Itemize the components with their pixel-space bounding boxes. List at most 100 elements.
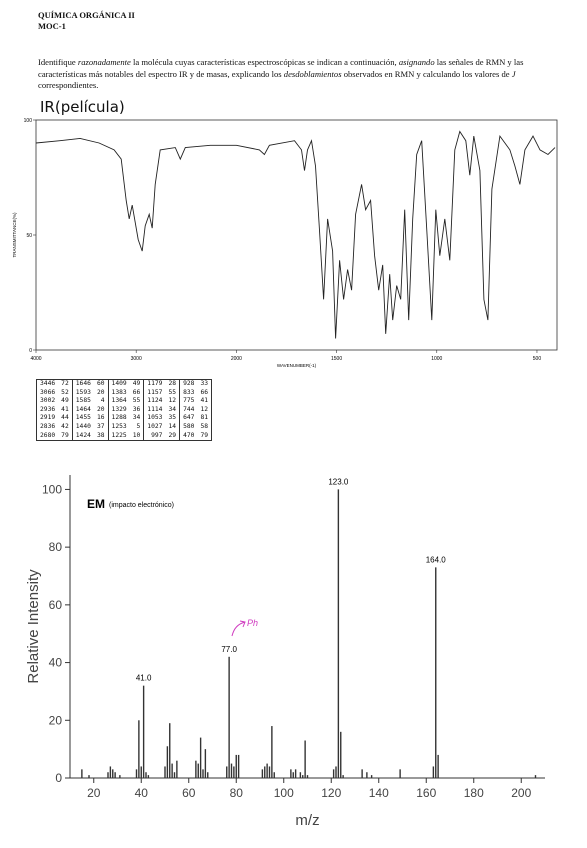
table-cell: 1383	[111, 388, 127, 396]
table-row: 2936 41 1464 20 1329 36 1114 34 744 12	[37, 405, 212, 415]
table-cell: 1646	[75, 380, 91, 387]
intro-text: Identifique	[38, 57, 78, 67]
x-tick-label: 500	[533, 356, 542, 362]
y-tick-label: 100	[42, 482, 62, 496]
table-cell: 41	[200, 397, 209, 405]
x-axis-label: WAVENUMBER(-1)	[277, 363, 317, 368]
table-cell: 20	[93, 388, 109, 398]
y-tick-label: 50	[26, 233, 32, 239]
intro-text: la molécula cuyas características espect…	[130, 57, 399, 67]
table-cell: 1409	[111, 380, 127, 387]
x-tick-label: 1500	[331, 356, 342, 362]
table-cell: 4	[93, 397, 109, 406]
table-cell: 997	[151, 431, 163, 439]
table-cell: 1114	[147, 405, 163, 413]
table-cell: 58	[200, 422, 209, 430]
table-cell: 5	[129, 422, 145, 432]
table-cell: 833	[183, 388, 195, 396]
intro-text: asignando	[398, 57, 435, 67]
table-cell: 16	[93, 414, 109, 423]
x-axis-label: m/z	[295, 812, 319, 829]
x-tick-label: 180	[464, 786, 484, 800]
table-cell: 12	[200, 405, 209, 413]
table-cell: 81	[200, 414, 209, 422]
table-cell: 3066	[40, 388, 56, 396]
table-cell: 1329	[111, 405, 127, 413]
ir-table: 3446 72 1646 60 1409 49 1179 28 928 33 3066 52 1593 2…	[36, 379, 213, 442]
table-row: 3066 52 1593 20 1383 66 1157 55 833 66	[37, 388, 212, 398]
table-cell: 775	[183, 397, 195, 405]
table-cell: 34	[165, 405, 181, 415]
x-tick-label: 120	[321, 786, 341, 800]
table-cell: 470	[183, 431, 195, 439]
table-cell: 41	[58, 405, 73, 415]
table-cell: 1053	[147, 414, 163, 422]
table-cell: 1455	[75, 414, 91, 422]
x-tick-label: 80	[230, 786, 244, 800]
table-cell: 12	[165, 397, 181, 406]
x-tick-label: 100	[274, 786, 294, 800]
table-cell: 28	[165, 379, 181, 389]
x-tick-label: 2000	[231, 356, 242, 362]
annotation: (impacto electrónico)	[109, 502, 174, 509]
x-tick-label: 60	[182, 786, 196, 800]
table-cell: 49	[129, 379, 145, 389]
y-tick-label: 0	[29, 348, 32, 354]
x-tick-label: 20	[87, 786, 101, 800]
ir-curve	[35, 130, 556, 339]
x-tick-label: 200	[511, 786, 531, 800]
table-cell: 79	[58, 431, 73, 441]
x-tick-label: 4000	[30, 356, 41, 362]
table-cell: 10	[129, 431, 145, 441]
table-cell: 44	[58, 414, 73, 423]
intro-text: razonadamente	[77, 57, 131, 67]
table-cell: 33	[200, 380, 209, 387]
y-tick-label: 60	[49, 598, 63, 612]
peak-label: 123.0	[328, 477, 349, 486]
table-cell: 55	[165, 388, 181, 398]
table-cell: 1585	[75, 397, 91, 405]
table-cell: 38	[93, 431, 109, 441]
table-cell: 37	[93, 422, 109, 432]
x-tick-label: 1000	[431, 356, 442, 362]
x-tick-label: 3000	[131, 356, 142, 362]
table-cell: 34	[129, 414, 145, 423]
table-cell: 14	[165, 422, 181, 432]
y-tick-label: 80	[49, 540, 63, 554]
table-cell: 66	[200, 388, 209, 396]
table-row: 2919 44 1455 16 1288 34 1053 35 647 81	[37, 414, 212, 423]
intro-text: desdoblamientos	[283, 68, 342, 79]
y-tick-label: 0	[55, 771, 62, 785]
table-row: 3002 49 1585 4 1364 55 1124 12 775 41	[37, 397, 212, 406]
annotation: Ph	[247, 618, 258, 628]
table-cell: 2680	[40, 431, 56, 439]
table-cell: 744	[183, 405, 195, 413]
table-cell: 1364	[111, 397, 127, 405]
table-cell: 49	[58, 397, 73, 406]
table-cell: 1440	[75, 422, 91, 430]
table-cell: 36	[129, 405, 145, 415]
y-tick-label: 20	[49, 713, 63, 727]
table-cell: 928	[183, 380, 195, 387]
table-row: 2836 42 1440 37 1253 5 1027 14 580 58	[37, 422, 212, 432]
table-cell: 72	[58, 379, 73, 389]
table-cell: 2936	[40, 405, 56, 413]
table-cell: 52	[58, 388, 73, 398]
x-tick-label: 160	[416, 786, 436, 800]
course-title: QUÍMICA ORGÁNICA II	[38, 10, 135, 20]
table-cell: 1288	[111, 414, 127, 422]
y-tick-label: 40	[49, 656, 63, 670]
table-row: 3446 72 1646 60 1409 49 1179 28 928 33	[37, 379, 212, 389]
table-cell: 3446	[40, 380, 56, 387]
table-cell: 29	[165, 431, 181, 441]
y-axis-label: Relative Intensity	[25, 569, 42, 684]
x-tick-label: 40	[135, 786, 149, 800]
x-tick-label: 140	[369, 786, 389, 800]
table-cell: 1424	[75, 431, 91, 439]
plot-frame	[35, 119, 558, 351]
table-cell: 1157	[147, 388, 163, 396]
table-cell: 35	[165, 414, 181, 423]
arrow	[231, 620, 246, 637]
table-cell: 79	[200, 431, 209, 439]
